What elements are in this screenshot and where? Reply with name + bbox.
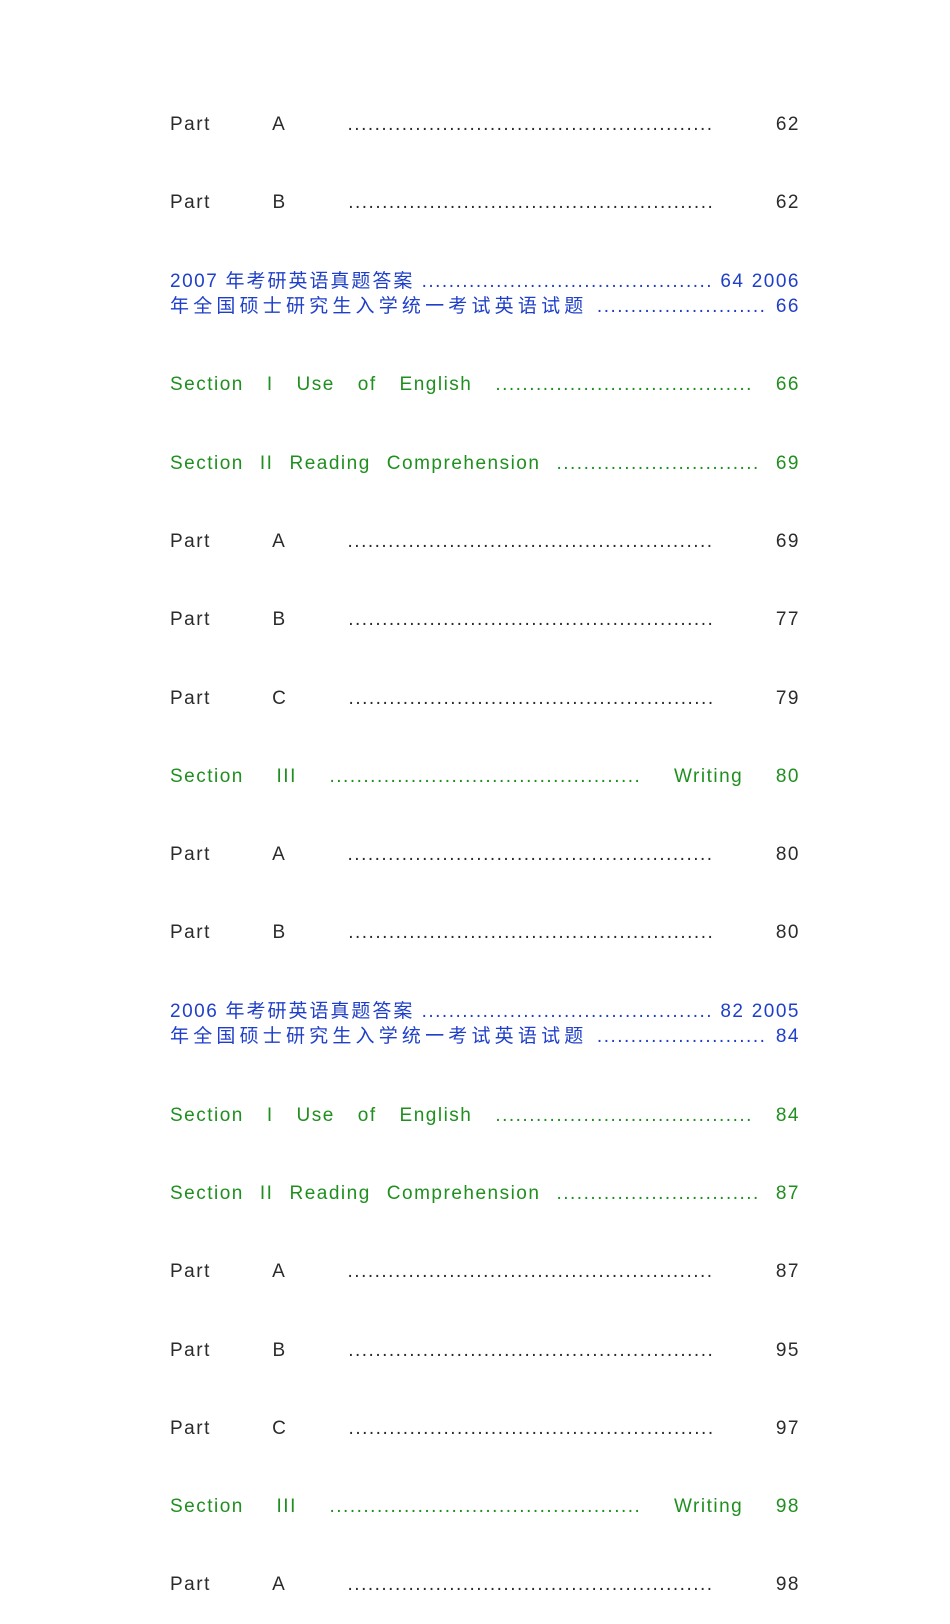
toc-line: Part A .................................… (170, 112, 800, 163)
toc-line: Part B .................................… (170, 1338, 800, 1389)
toc-line: Part C .................................… (170, 686, 800, 737)
toc-line: Part B .................................… (170, 190, 800, 241)
toc-line: Part B .................................… (170, 607, 800, 658)
toc-line: Part A .................................… (170, 529, 800, 580)
toc-line: Section I Use of English ...............… (170, 372, 800, 423)
toc-line: 2007 年考研英语真题答案 .........................… (170, 269, 800, 346)
toc-line: Part B .................................… (170, 920, 800, 971)
toc-line: Part C .................................… (170, 1416, 800, 1467)
table-of-contents: Part A .................................… (170, 112, 800, 1624)
toc-line: Section III ............................… (170, 764, 800, 815)
toc-line: Part A .................................… (170, 1259, 800, 1310)
toc-line: Section II Reading Comprehension .......… (170, 1181, 800, 1232)
toc-line: Section I Use of English ...............… (170, 1103, 800, 1154)
toc-line: Section II Reading Comprehension .......… (170, 451, 800, 502)
toc-line: Part A .................................… (170, 1572, 800, 1623)
toc-line: Section III ............................… (170, 1494, 800, 1545)
toc-line: Part A .................................… (170, 842, 800, 893)
toc-line: 2006 年考研英语真题答案 .........................… (170, 999, 800, 1076)
